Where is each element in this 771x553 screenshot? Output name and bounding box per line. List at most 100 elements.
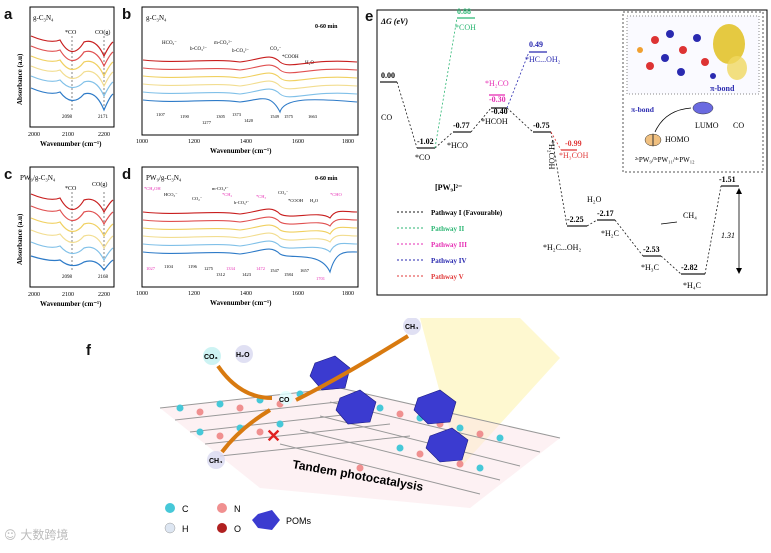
legend-p5: Pathway V	[431, 273, 464, 281]
ir-spectrum-c: PW₉/g-C₃N₄ *CO CO(g) 2098 2168 2000 2100…	[16, 166, 115, 308]
panel-d: d PW₉/g-C₃N₄ 0-60 min *CH₃OH HCO₃⁻ CO₂⁻ …	[120, 160, 365, 310]
level-8: -2.82	[681, 263, 698, 272]
free-energy-diagram: ΔG (eV)	[376, 7, 768, 296]
tick-b-0: 1000	[136, 139, 148, 145]
barrier-value: 1.31	[721, 231, 735, 240]
species-d-10: *CHO	[330, 192, 343, 197]
species-b-4: CO₂⁻	[270, 47, 282, 52]
ir-spectrum-d: PW₉/g-C₃N₄ 0-60 min *CH₃OH HCO₃⁻ CO₂⁻ m-…	[136, 166, 359, 307]
species-h2c-oh2: *H₂C...OH₂	[543, 243, 581, 252]
level-9: -1.51	[719, 175, 736, 184]
watermark: ☺ 大数跨境	[4, 526, 68, 543]
peak-a-2: 2171	[98, 115, 109, 120]
tick-d-0: 1000	[136, 291, 148, 297]
tick-b-2: 1400	[240, 139, 252, 145]
tick-a-2: 2200	[98, 132, 110, 138]
tick-c-0: 2000	[28, 292, 40, 298]
species-d-9: H₂O	[310, 198, 319, 203]
peak-b-1: 1190	[180, 114, 190, 119]
level-7: -2.53	[643, 245, 660, 254]
panel-b: b g-C₃N₄ 0-60 min HCO₃⁻ b-CO₃²⁻ m-CO₃²⁻ …	[120, 0, 365, 155]
molecule-co: CO	[279, 391, 293, 405]
tick-b-1: 1200	[188, 139, 200, 145]
species-hc-oh2: *HC...OH₂	[525, 55, 561, 64]
species-d-6: *CH₃	[256, 194, 267, 199]
svg-text:CO: CO	[279, 397, 290, 404]
species-hcoh: *HCOH	[481, 117, 508, 126]
species-b-1: b-CO₃²⁻	[190, 46, 207, 52]
species-d-7: CO₂⁻	[278, 190, 289, 195]
peak-d-4: 1312	[216, 272, 225, 277]
sample-label-b: g-C₃N₄	[146, 14, 167, 22]
xlabel-b: Wavenumber (cm⁻¹)	[210, 147, 272, 155]
peak-d-11: 1701	[316, 276, 325, 281]
species-sco: *CO	[415, 153, 430, 162]
orbital-inset: π-bond π-bond LUMO CO HOMO ²ᶜPW₉/³ᶜPW₁₁/…	[622, 11, 764, 173]
peak-d-10: 1657	[300, 268, 310, 273]
level-12: -0.30	[489, 95, 506, 104]
gas-ch4: CH₄	[683, 211, 697, 220]
tick-b-4: 1800	[342, 139, 354, 145]
tick-a-0: 2000	[28, 132, 40, 138]
tick-d-2: 1400	[240, 291, 252, 297]
time-label-d: 0-60 min	[315, 176, 338, 182]
gas-h2o: H₂O	[587, 195, 602, 204]
ir-spectrum-a: g-C₃N₄ *CO CO(g) 2098 2171 2000 2100 220…	[16, 6, 115, 148]
ylabel-a: Absorbance (a.u)	[16, 53, 24, 105]
species-d-4: *CH₂	[222, 192, 233, 197]
species-d-3: m-CO₃²⁻	[212, 186, 229, 191]
svg-text:CO₃: CO₃	[204, 354, 218, 361]
peak-d-1: 1104	[164, 264, 174, 269]
ann-a-cog: CO(g)	[95, 29, 110, 36]
panel-e: e ΔG (eV)	[365, 0, 771, 300]
peak-b-6: 1549	[270, 114, 280, 119]
tick-d-3: 1600	[292, 291, 304, 297]
molecule-co3: CO₃	[203, 347, 221, 365]
peak-d-9: 1584	[284, 272, 294, 277]
species-b-6: H₂O	[305, 61, 314, 66]
level-1: -1.02	[417, 137, 434, 146]
xlabel-d: Wavenumber (cm⁻¹)	[210, 299, 272, 307]
ann-c-cog: CO(g)	[92, 181, 107, 188]
species-b-2: m-CO₃²⁻	[214, 40, 233, 46]
species-d-8: *COOH	[288, 198, 304, 203]
level-2: -0.77	[453, 121, 470, 130]
ylabel-c: Absorbance (a.u)	[16, 213, 24, 265]
inset-pi-bond: π-bond	[631, 105, 655, 114]
ann-a-co: *CO	[65, 30, 77, 36]
species-co: CO	[381, 113, 392, 122]
panel-c: c PW₉/g-C₃N₄ *CO CO(g) 2098 2168 2000 21…	[0, 160, 120, 310]
ir-spectrum-b: g-C₃N₄ 0-60 min HCO₃⁻ b-CO₃²⁻ m-CO₃²⁻ b-…	[136, 6, 359, 155]
svg-text:CH₄: CH₄	[405, 324, 418, 331]
peak-d-8: 1547	[270, 268, 280, 273]
reaction-arrows	[216, 334, 410, 454]
species-h2coh: *H₂COH	[547, 140, 556, 170]
legend-p3: Pathway III	[431, 241, 467, 249]
inset-co: CO	[733, 121, 744, 130]
species-d-5: b-CO₃²⁻	[234, 200, 250, 205]
red-cross: ✕	[266, 426, 281, 446]
xlabel-c: Wavenumber (cm⁻¹)	[40, 300, 102, 308]
peak-d-6: 1423	[242, 272, 252, 277]
tick-a-1: 2100	[62, 132, 74, 138]
svg-text:O: O	[234, 524, 241, 534]
peak-d-0: 1027	[146, 266, 156, 271]
sample-label-a: g-C₃N₄	[33, 14, 54, 22]
time-label-b: 0-60 min	[315, 24, 338, 30]
watermark-text: 大数跨境	[20, 528, 69, 542]
legend-p1: Pathway I (Favourable)	[431, 209, 503, 217]
legend-p2: Pathway II	[431, 225, 465, 233]
species-hco: *HCO	[447, 141, 468, 150]
panel-letter-b: b	[122, 6, 132, 23]
species-h2co: *H₂CO	[485, 79, 509, 88]
inset-ref: ²ᶜPW₉/³ᶜPW₁₁/⁴ᶜPW₁₂	[635, 156, 695, 164]
watermark-icon: ☺	[4, 528, 17, 542]
panel-letter-a: a	[4, 6, 13, 23]
molecule-h2o: H₂O	[235, 345, 253, 363]
svg-text:H: H	[182, 524, 189, 534]
level-4: -0.75	[533, 121, 550, 130]
level-11: 0.49	[529, 40, 543, 49]
level-3: -0.40	[491, 107, 508, 116]
panel-a: a g-C₃N₄ *CO CO(g) 2098 2171 2000 2100 2…	[0, 0, 120, 150]
cluster-label: [PW₉]²⁻	[435, 183, 462, 192]
